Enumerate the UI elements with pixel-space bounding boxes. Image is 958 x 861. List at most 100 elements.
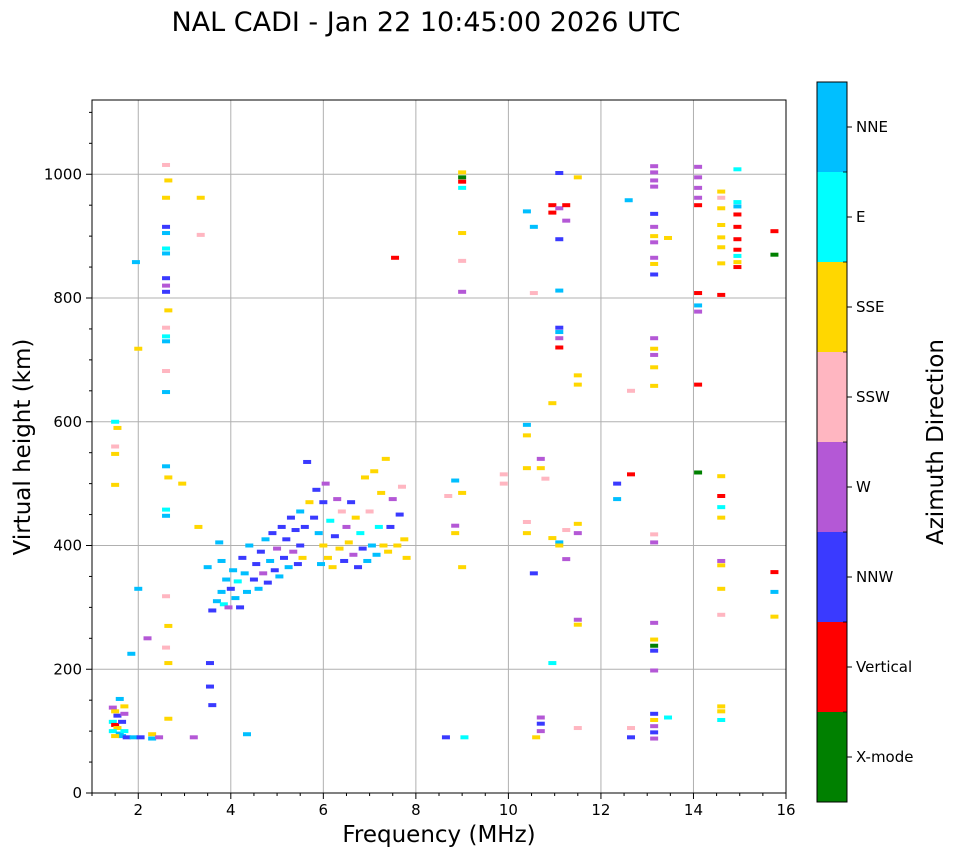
echo-point (460, 735, 469, 740)
echo-point (229, 568, 238, 573)
echo-point (291, 528, 300, 533)
echo-point (162, 289, 171, 294)
echo-point (189, 735, 198, 740)
echo-point (344, 540, 353, 545)
echo-point (532, 735, 541, 740)
colorbar-tick-label: NNW (856, 568, 893, 586)
colorbar-segment (817, 82, 847, 173)
echo-point (650, 352, 659, 357)
echo-point (164, 716, 173, 721)
echo-point (108, 719, 117, 724)
echo-point (178, 481, 187, 486)
x-tick-label: 12 (591, 801, 610, 819)
x-tick-label: 6 (319, 801, 329, 819)
echo-point (499, 481, 508, 486)
echo-point (770, 570, 779, 575)
echo-point (548, 661, 557, 666)
echo-point (289, 549, 298, 554)
echo-point (321, 481, 330, 486)
echo-point (205, 661, 214, 666)
echo-point (717, 563, 726, 568)
echo-point (650, 178, 659, 183)
colorbar-tick-label: NNE (856, 118, 888, 136)
echo-point (733, 265, 742, 270)
echo-point (536, 715, 545, 720)
echo-point (733, 260, 742, 265)
echo-point (351, 515, 360, 520)
echo-point (694, 164, 703, 169)
echo-point (111, 419, 120, 424)
echo-point (573, 617, 582, 622)
echo-point (203, 565, 212, 570)
echo-point (650, 736, 659, 741)
echo-point (120, 729, 129, 734)
echo-point (458, 289, 467, 294)
echo-point (717, 235, 726, 240)
echo-point (627, 735, 636, 740)
echo-point (548, 210, 557, 215)
echo-point (522, 422, 531, 427)
echo-point (328, 565, 337, 570)
echo-point (650, 346, 659, 351)
echo-point (555, 171, 564, 176)
echo-point (555, 325, 564, 330)
echo-point (261, 537, 270, 542)
echo-point (393, 543, 402, 548)
echo-point (650, 224, 659, 229)
echo-point (694, 470, 703, 475)
echo-point (717, 195, 726, 200)
colorbar-segment (817, 712, 847, 803)
echo-point (717, 474, 726, 479)
echo-point (342, 524, 351, 529)
echo-point (162, 390, 171, 395)
echo-point (733, 167, 742, 172)
echo-point (113, 713, 122, 718)
echo-point (367, 543, 376, 548)
echo-point (650, 724, 659, 729)
echo-point (650, 164, 659, 169)
echo-point (770, 229, 779, 234)
echo-point (717, 494, 726, 498)
echo-point (305, 500, 314, 505)
x-tick-label: 4 (226, 801, 236, 819)
echo-point (162, 339, 171, 344)
echo-point (310, 515, 319, 520)
echo-point (314, 531, 323, 536)
echo-point (650, 170, 659, 175)
echo-point (395, 512, 404, 517)
echo-point (347, 500, 356, 505)
y-axis-label: Virtual height (km) (10, 339, 36, 556)
echo-point (330, 534, 339, 539)
echo-point (217, 589, 226, 594)
echo-point (555, 543, 564, 548)
echo-point (717, 515, 726, 520)
echo-point (733, 247, 742, 252)
echo-point (458, 565, 467, 570)
echo-point (115, 731, 124, 736)
echo-point (111, 482, 120, 487)
x-axis-label: Frequency (MHz) (342, 822, 535, 848)
echo-point (573, 373, 582, 378)
echo-point (249, 577, 258, 582)
echo-point (733, 200, 742, 205)
echo-point (372, 552, 381, 557)
echo-point (573, 382, 582, 387)
echo-point (624, 198, 633, 203)
y-tick-label: 200 (53, 660, 82, 678)
echo-point (650, 365, 659, 370)
echo-point (196, 195, 205, 200)
echo-point (108, 729, 117, 734)
echo-point (222, 577, 231, 582)
echo-point (562, 528, 571, 533)
echo-point (233, 579, 242, 584)
echo-point (650, 717, 659, 722)
echo-point (224, 605, 233, 610)
x-tick-label: 10 (499, 801, 518, 819)
echo-point (694, 195, 703, 200)
echo-point (529, 291, 538, 296)
echo-point (134, 346, 143, 351)
plot-background (92, 100, 786, 793)
echo-point (386, 524, 395, 529)
y-tick-label: 600 (53, 413, 82, 431)
echo-point (323, 555, 332, 560)
